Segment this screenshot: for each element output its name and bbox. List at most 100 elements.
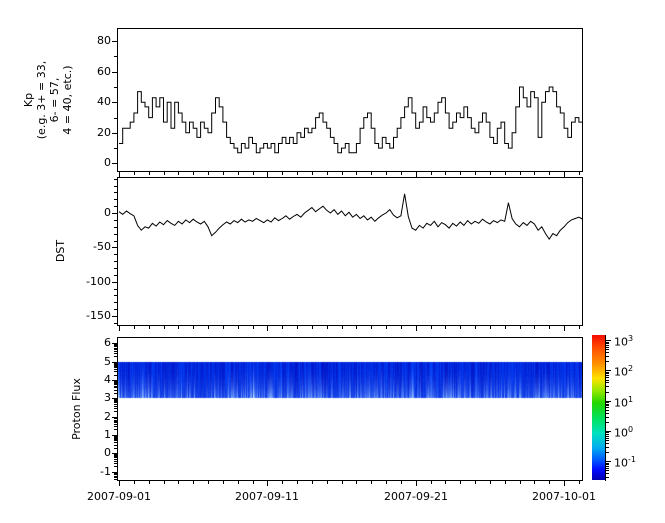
x-minor-tick [356,326,357,329]
dst-y-minor-tick [114,234,117,235]
x-minor-tick [460,481,461,484]
flux-y-major-tick [112,362,117,363]
dst-y-minor-tick [114,309,117,310]
x-major-tick [267,481,268,486]
flux-y-minor-tick [114,476,117,477]
dst-y-minor-tick [114,206,117,207]
x-major-tick [267,326,268,331]
colorbar-minor-tick [606,436,609,437]
x-minor-tick [445,326,446,329]
x-minor-tick [579,172,580,175]
x-minor-tick [223,481,224,484]
flux-y-minor-tick [114,404,117,405]
flux-y-minor-tick [114,363,117,364]
kp-y-major-tick [112,163,117,164]
flux-y-minor-tick [114,474,117,475]
colorbar-minor-tick [606,342,609,343]
flux-y-tick-label: 1 [104,428,111,441]
x-minor-tick [238,481,239,484]
colorbar-minor-tick [606,464,609,465]
colorbar-minor-tick [606,432,609,433]
kp-panel [117,28,583,172]
colorbar-minor-tick [606,345,609,346]
dst-y-minor-tick [114,268,117,269]
x-minor-tick [401,326,402,329]
colorbar-minor-tick [606,356,609,357]
x-axis-date-label: 2007-10-01 [532,490,596,503]
x-minor-tick [193,172,194,175]
kp-y-minor-tick [114,56,117,57]
x-minor-tick [534,326,535,329]
colorbar-minor-tick [606,347,609,348]
colorbar-gradient [592,335,605,480]
x-minor-tick [371,481,372,484]
colorbar-minor-tick [606,443,609,444]
flux-y-minor-tick [114,411,117,412]
dst-y-major-tick [112,316,117,317]
x-minor-tick [149,172,150,175]
x-minor-tick [460,326,461,329]
colorbar-minor-tick [606,466,609,467]
x-minor-tick [520,326,521,329]
flux-y-minor-tick [114,387,117,388]
flux-y-minor-tick [114,383,117,384]
kp-y-tick-label: 40 [97,95,111,108]
kp-y-major-tick [112,133,117,134]
flux-y-minor-tick [114,349,117,350]
x-minor-tick [460,172,461,175]
x-minor-tick [253,326,254,329]
flux-y-minor-tick [114,386,117,387]
x-minor-tick [534,481,535,484]
colorbar-minor-tick [606,447,609,448]
x-axis-date-label: 2007-09-21 [384,490,448,503]
colorbar-minor-tick [606,375,609,376]
flux-y-minor-tick [114,437,117,438]
x-minor-tick [371,326,372,329]
x-minor-tick [193,481,194,484]
flux-y-major-tick [112,435,117,436]
x-minor-tick [401,481,402,484]
flux-y-minor-tick [114,345,117,346]
colorbar-minor-tick [606,452,609,453]
flux-y-minor-tick [114,369,117,370]
x-major-tick [119,481,120,486]
dst-y-minor-tick [114,275,117,276]
dst-y-minor-tick [114,254,117,255]
dst-y-minor-tick [114,179,117,180]
x-major-tick [267,172,268,177]
flux-y-minor-tick [114,399,117,400]
flux-y-tick-label: 3 [104,391,111,404]
flux-y-minor-tick [114,466,117,467]
colorbar-minor-tick [606,377,609,378]
kp-y-major-tick [112,72,117,73]
colorbar-minor-tick [606,392,609,393]
flux-y-minor-tick [114,365,117,366]
x-minor-tick [253,172,254,175]
dst-y-tick-label: -100 [86,275,111,288]
flux-y-minor-tick [114,408,117,409]
x-minor-tick [312,326,313,329]
x-minor-tick [490,481,491,484]
flux-y-minor-tick [114,421,117,422]
x-minor-tick [490,172,491,175]
flux-y-minor-tick [114,371,117,372]
x-minor-tick [549,172,550,175]
x-minor-tick [164,172,165,175]
x-minor-tick [178,172,179,175]
flux-y-tick-label: 2 [104,410,111,423]
colorbar-major-tick [606,340,611,341]
x-minor-tick [297,172,298,175]
flux-y-minor-tick [114,356,117,357]
x-minor-tick [386,481,387,484]
x-minor-tick [475,172,476,175]
x-minor-tick [238,326,239,329]
dst-y-minor-tick [114,199,117,200]
flux-y-minor-tick [114,445,117,446]
x-minor-tick [356,481,357,484]
flux-y-minor-tick [114,422,117,423]
colorbar-minor-tick [606,463,609,464]
flux-y-minor-tick [114,426,117,427]
x-minor-tick [475,326,476,329]
dst-y-major-tick [112,247,117,248]
